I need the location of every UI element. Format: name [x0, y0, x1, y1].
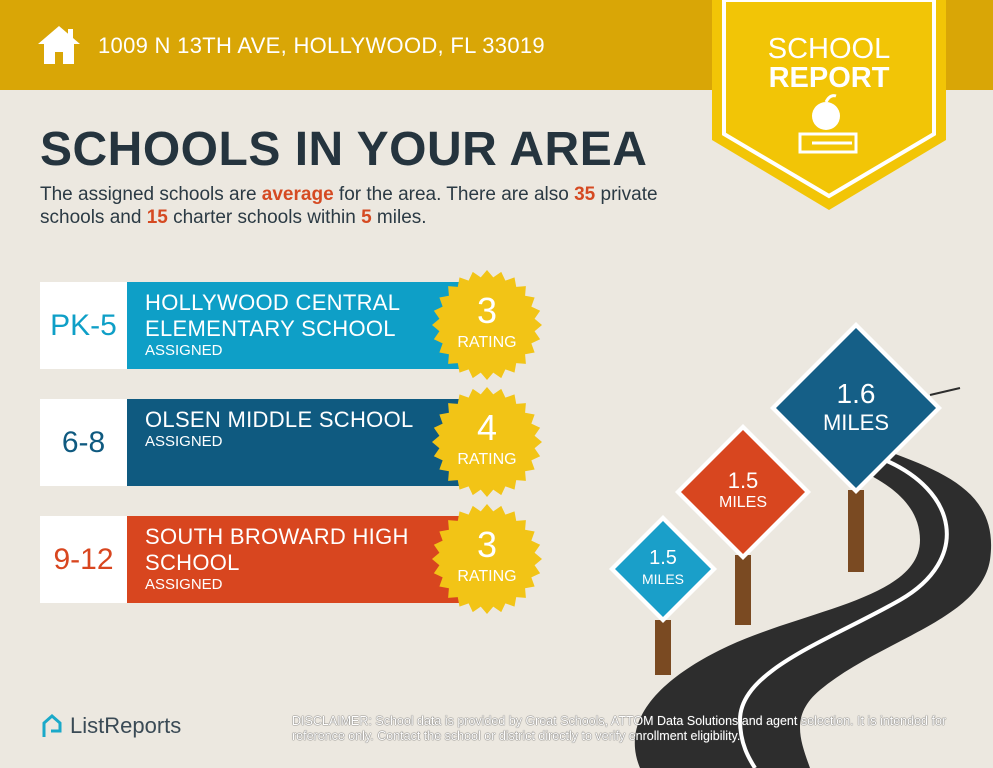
rating-value: 3 — [476, 290, 498, 331]
distance-unit: MILES — [641, 571, 684, 587]
rating-value: 3 — [476, 524, 498, 565]
rating-value: 4 — [476, 407, 498, 448]
apple-books-icon — [798, 94, 858, 154]
grade-range: PK-5 — [40, 282, 127, 369]
assignment-status: ASSIGNED — [145, 342, 223, 359]
distance-sign — [609, 515, 717, 623]
badge-line2: REPORT — [768, 62, 890, 94]
rating-seal — [432, 387, 542, 497]
rating-seal — [432, 270, 542, 380]
badge-line1: SCHOOL — [767, 33, 891, 65]
rating-label: RATING — [457, 451, 517, 468]
road-signs-illustration — [634, 387, 992, 768]
road — [634, 445, 992, 768]
school-info: HOLLYWOOD CENTRAL ELEMENTARY SCHOOL ASSI… — [127, 282, 460, 369]
school-row[interactable]: PK-5 HOLLYWOOD CENTRAL ELEMENTARY SCHOOL… — [40, 282, 460, 369]
school-info: OLSEN MIDDLE SCHOOL ASSIGNED — [127, 399, 460, 486]
rating-label: RATING — [457, 568, 517, 585]
summary-text: The assigned schools are average for the… — [40, 184, 658, 228]
grade-range: 9-12 — [40, 516, 127, 603]
sign-post — [735, 555, 751, 625]
distance-sign — [770, 322, 942, 494]
sign-post — [848, 490, 864, 572]
school-report-badge — [712, 0, 946, 210]
grade-range: 6-8 — [40, 399, 127, 486]
school-name-line2: ELEMENTARY SCHOOL — [145, 316, 396, 341]
distance-unit: MILES — [718, 494, 767, 511]
disclaimer: DISCLAIMER: School data is provided by G… — [292, 714, 947, 743]
school-info: SOUTH BROWARD HIGH SCHOOL ASSIGNED — [127, 516, 460, 603]
property-address: 1009 N 13TH AVE, HOLLYWOOD, FL 33019 — [98, 33, 545, 58]
school-row[interactable]: 6-8 OLSEN MIDDLE SCHOOL ASSIGNED — [40, 399, 460, 486]
distance-unit: MILES — [822, 410, 890, 435]
school-row[interactable]: 9-12 SOUTH BROWARD HIGH SCHOOL ASSIGNED — [40, 516, 460, 603]
listreports-logo: ListReports — [40, 713, 181, 739]
distance-value: 1.5 — [727, 468, 759, 493]
sign-post — [655, 620, 671, 675]
school-name: OLSEN MIDDLE SCHOOL — [145, 407, 414, 432]
assignment-status: ASSIGNED — [145, 433, 223, 450]
assignment-status: ASSIGNED — [145, 576, 223, 593]
school-name: SOUTH BROWARD HIGH — [145, 524, 409, 549]
home-icon — [38, 26, 80, 64]
page-title: SCHOOLS IN YOUR AREA — [40, 123, 648, 176]
school-name-line2: SCHOOL — [145, 550, 240, 575]
distance-sign — [675, 424, 811, 560]
rating-seal — [432, 504, 542, 614]
distance-value: 1.5 — [649, 547, 677, 569]
rating-label: RATING — [457, 334, 517, 351]
distance-value: 1.6 — [836, 378, 876, 409]
school-name: HOLLYWOOD CENTRAL — [145, 290, 401, 315]
